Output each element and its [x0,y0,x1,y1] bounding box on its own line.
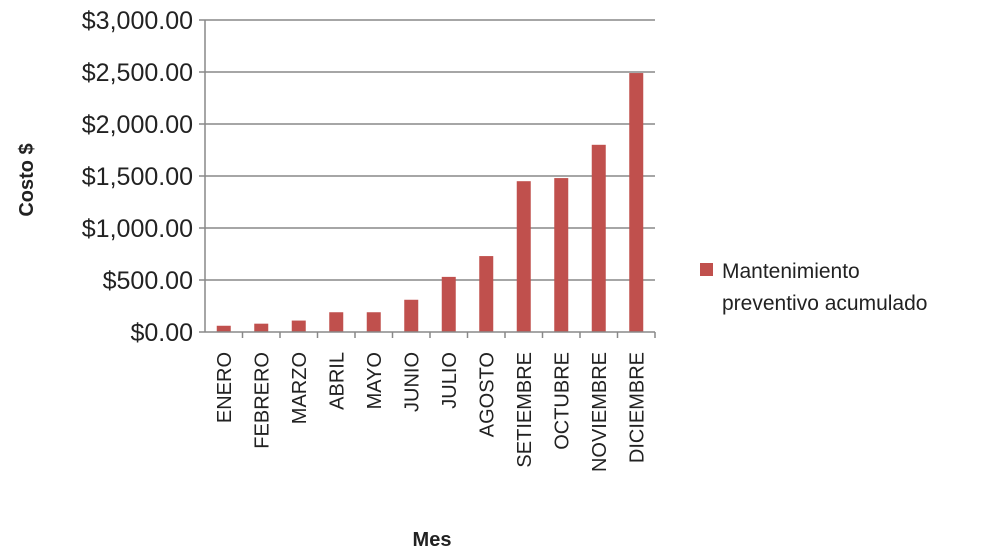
y-tick-label: $2,500.00 [82,59,193,87]
x-tick-label: JUNIO [401,352,423,412]
bar-enero [216,325,231,332]
legend-swatch [700,263,713,276]
x-tick-label: ABRIL [326,352,348,410]
legend: Mantenimiento preventivo acumulado [700,260,927,315]
legend-label-line-2: preventivo acumulado [722,292,927,315]
y-tick-label: $0.00 [130,319,193,347]
x-tick-label: OCTUBRE [551,352,573,450]
y-tick-label: $2,000.00 [82,111,193,139]
x-tick-label: SETIEMBRE [514,352,536,468]
bar-junio [404,299,419,332]
bar-febrero [254,323,269,332]
x-tick-label: AGOSTO [476,352,498,437]
y-tick-label: $3,000.00 [82,7,193,35]
bar-diciembre [629,73,644,332]
x-tick-label: MARZO [289,352,311,424]
legend-label-line-1: Mantenimiento [722,260,860,283]
y-tick-label: $1,500.00 [82,163,193,191]
bar-octubre [554,178,569,332]
x-tick-label: FEBRERO [251,352,273,449]
x-tick-label: ENERO [214,352,236,423]
bars [216,73,644,332]
bar-setiembre [516,181,531,332]
y-axis-title: Costo $ [16,143,38,216]
y-tick-label: $1,000.00 [82,215,193,243]
x-tick-label: DICIEMBRE [626,352,648,463]
bar-agosto [479,256,494,332]
x-tick-label: NOVIEMBRE [589,352,611,472]
y-axis-ticks: $0.00 $500.00 $1,000.00 $1,500.00 $2,000.00 $… [82,7,205,347]
bar-abril [329,312,344,332]
x-tick-label: JULIO [439,352,461,409]
bar-marzo [291,320,306,332]
bar-mayo [366,312,381,332]
x-axis-title: Mes [413,529,452,548]
grid-lines [205,19,655,281]
y-tick-label: $500.00 [103,267,193,295]
bar-julio [441,276,456,332]
x-axis-ticks: ENERO FEBRERO MARZO ABRIL MAYO JUNIO JULIO AGOS… [214,332,656,472]
bar-noviembre [591,144,606,332]
x-tick-label: MAYO [364,352,386,409]
